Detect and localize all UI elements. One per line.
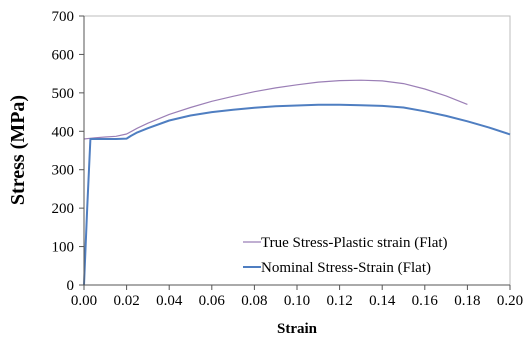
x-tick-label: 0.12 — [326, 293, 352, 309]
y-tick-label: 400 — [52, 124, 75, 140]
x-tick-label: 0.10 — [284, 293, 310, 309]
y-tick-label: 600 — [52, 47, 75, 63]
y-tick-label: 500 — [52, 86, 75, 102]
true-stress-series-line — [83, 79, 468, 140]
x-tick-label: 0.14 — [369, 293, 396, 309]
y-ticks: 0 100 200 300 400 500 600 700 — [52, 9, 84, 294]
y-tick-label: 300 — [52, 163, 75, 179]
legend-label: True Stress-Plastic strain (Flat) — [261, 235, 448, 251]
nominal-stress-series-line — [83, 103, 511, 286]
legend-label: Nominal Stress-Strain (Flat) — [261, 260, 431, 276]
x-axis-label: Strain — [277, 321, 318, 337]
series-layer — [83, 79, 511, 286]
x-tick-label: 0.18 — [454, 293, 480, 309]
y-axis-label: Stress (MPa) — [7, 95, 29, 205]
y-tick-label: 700 — [52, 9, 75, 25]
x-tick-label: 0.16 — [412, 293, 439, 309]
x-tick-label: 0.00 — [71, 293, 97, 309]
x-ticks: 0.00 0.02 0.04 0.06 0.08 0.10 0.12 0.14 0.16 0.18… — [71, 285, 523, 309]
x-tick-label: 0.04 — [156, 293, 183, 309]
x-tick-label: 0.06 — [199, 293, 226, 309]
x-tick-label: 0.08 — [241, 293, 267, 309]
y-tick-label: 0 — [67, 278, 75, 294]
y-tick-label: 100 — [52, 240, 75, 256]
y-tick-label: 200 — [52, 201, 75, 217]
x-tick-label: 0.02 — [113, 293, 139, 309]
x-tick-label: 0.20 — [497, 293, 523, 309]
legend: True Stress-Plastic strain (Flat) Nominal… — [243, 235, 448, 276]
